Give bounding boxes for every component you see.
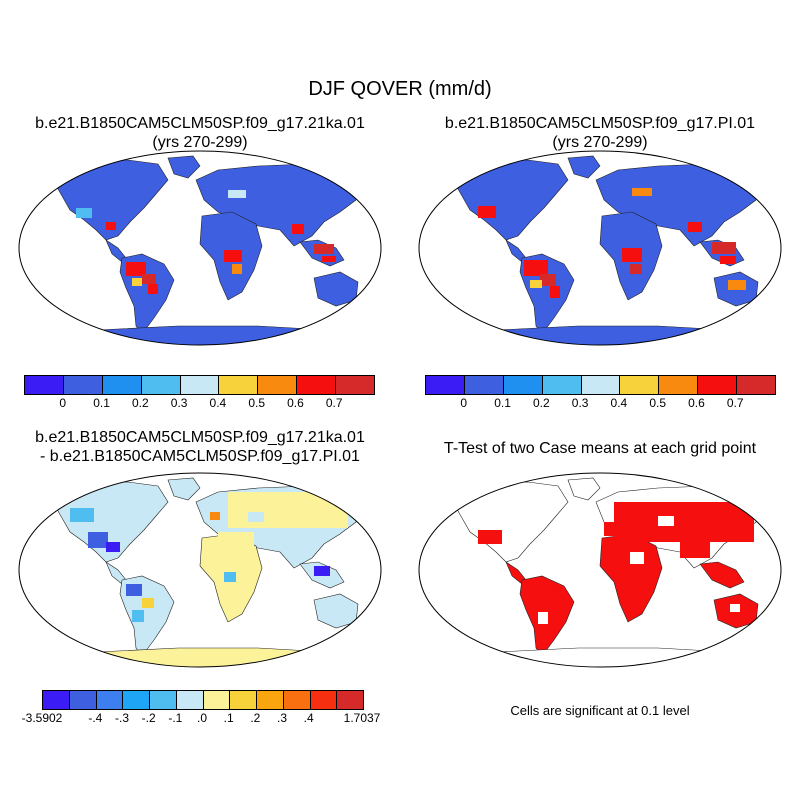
map-case2 <box>418 150 782 346</box>
colorbar-swatch <box>283 691 311 709</box>
continent-southeast-asia <box>699 561 745 589</box>
map-diff <box>18 472 382 668</box>
significance-note: Cells are significant at 0.1 level <box>510 703 690 718</box>
colorbar-label: 0.3 <box>170 396 188 410</box>
colorbar-swatch <box>542 376 582 394</box>
panel-title-case2: b.e21.B1850CAM5CLM50SP.f09_g17.PI.01 (yr… <box>400 114 800 152</box>
colorbar-swatch <box>464 376 504 394</box>
colorbar-label: 0.7 <box>726 396 744 410</box>
colorbar-label: 0.4 <box>610 396 628 410</box>
colorbar-swatch <box>219 376 259 394</box>
main-title: DJF QOVER (mm/d) <box>308 78 492 100</box>
colorbar-swatch <box>69 691 97 709</box>
colorbar-swatch <box>96 691 124 709</box>
colorbar-swatch <box>737 376 776 394</box>
colorbar-label: .0 <box>196 711 208 725</box>
continent-north-america <box>47 481 169 563</box>
colorbar-swatch <box>43 691 70 709</box>
colorbar-label: .3 <box>276 711 288 725</box>
colorbar-label: 0 <box>59 396 67 410</box>
colorbar-label: .4 <box>303 711 314 725</box>
colorbar-swatch <box>102 376 142 394</box>
map-case1 <box>18 150 382 346</box>
diff-title-line2: - b.e21.B1850CAM5CLM50SP.f09_g17.PI.01 <box>40 448 360 465</box>
colorbar-swatch <box>258 376 298 394</box>
continent-north-america <box>47 159 169 241</box>
colorbar-label: .1 <box>223 711 234 725</box>
colorbar-swatch <box>63 376 103 394</box>
colorbar-label: .2 <box>250 711 261 725</box>
colorbar-swatch <box>698 376 738 394</box>
map-border <box>418 150 782 346</box>
colorbar-label: -.1 <box>168 711 183 725</box>
map-border <box>18 150 382 346</box>
panel-title-case1: b.e21.B1850CAM5CLM50SP.f09_g17.21ka.01 (… <box>0 114 400 152</box>
map-border <box>18 472 382 668</box>
case1-title-line1: b.e21.B1850CAM5CLM50SP.f09_g17.21ka.01 <box>35 115 365 132</box>
colorbar-label: 0.3 <box>571 396 589 410</box>
colorbar-label: -.4 <box>88 711 103 725</box>
colorbar-swatch <box>150 691 177 709</box>
colorbar-label: -3.5902 <box>21 711 63 725</box>
colorbar-label: 0.5 <box>649 396 666 410</box>
colorbar-swatch <box>336 376 375 394</box>
colorbar-case2 <box>425 375 776 395</box>
continent-greenland <box>567 155 601 179</box>
continent-greenland <box>567 477 601 501</box>
colorbar-swatch <box>257 691 284 709</box>
colorbar-label: 0.4 <box>209 396 227 410</box>
colorbar-swatch <box>176 691 204 709</box>
colorbar-case1 <box>24 375 375 395</box>
colorbar-swatch <box>310 691 338 709</box>
continent-north-america <box>447 481 569 563</box>
colorbar-label: 0.2 <box>131 396 149 410</box>
panel-title-diff: b.e21.B1850CAM5CLM50SP.f09_g17.21ka.01 -… <box>0 428 400 466</box>
runoff-hotspots <box>76 190 336 294</box>
colorbar-label: 0.2 <box>532 396 550 410</box>
case2-title-line2: (yrs 270-299) <box>552 134 648 151</box>
colorbar-swatch <box>581 376 621 394</box>
colorbar-label: 1.7037 <box>343 711 381 725</box>
colorbar-label: 0.6 <box>287 396 304 410</box>
continent-north-america <box>447 159 569 241</box>
colorbar-label: 0.1 <box>93 396 110 410</box>
colorbar-swatch <box>141 376 181 394</box>
colorbar-swatch <box>337 691 363 709</box>
colorbar-swatch <box>297 376 337 394</box>
colorbar-label: 0.5 <box>248 396 265 410</box>
case2-title-line1: b.e21.B1850CAM5CLM50SP.f09_g17.PI.01 <box>444 115 756 132</box>
diff-title-line1: b.e21.B1850CAM5CLM50SP.f09_g17.21ka.01 <box>35 429 365 446</box>
colorbar-swatch <box>426 376 465 394</box>
colorbar-label: -.3 <box>114 711 130 725</box>
significant-cells <box>458 486 754 624</box>
colorbar-label: 0.7 <box>325 396 343 410</box>
ttest-title-line1: T-Test of two Case means at each grid po… <box>443 440 757 457</box>
map-ttest <box>418 472 782 668</box>
continent-greenland <box>167 155 201 179</box>
colorbar-swatch <box>230 691 257 709</box>
panel-title-ttest: T-Test of two Case means at each grid po… <box>400 439 800 458</box>
colorbar-swatch <box>203 691 231 709</box>
colorbar-swatch <box>25 376 64 394</box>
case1-title-line2: (yrs 270-299) <box>152 134 248 151</box>
map-border <box>418 472 782 668</box>
colorbar-swatch <box>180 376 220 394</box>
colorbar-diff <box>42 690 364 710</box>
runoff-hotspots <box>478 188 746 298</box>
colorbar-label: 0.6 <box>688 396 705 410</box>
colorbar-swatch <box>503 376 543 394</box>
colorbar-label: 0.1 <box>494 396 511 410</box>
colorbar-swatch <box>123 691 150 709</box>
colorbar-label: 0 <box>460 396 468 410</box>
continent-greenland <box>167 477 201 501</box>
colorbar-label: -.2 <box>141 711 156 725</box>
colorbar-swatch <box>659 376 699 394</box>
colorbar-swatch <box>620 376 660 394</box>
